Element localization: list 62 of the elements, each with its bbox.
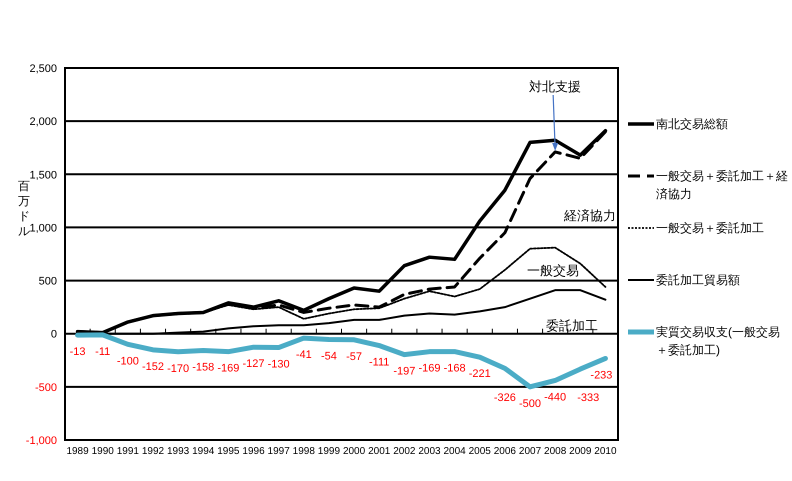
data-label: -233 xyxy=(590,369,612,382)
data-label: -13 xyxy=(70,346,86,358)
data-label: -169 xyxy=(217,362,240,375)
x-tick-label: 1990 xyxy=(92,446,114,457)
legend-label: 実質交易収支(一般交易＋委託加工) xyxy=(656,324,781,359)
x-tick-label: 2008 xyxy=(544,446,567,457)
x-tick-label: 2003 xyxy=(418,446,442,457)
data-label: -111 xyxy=(369,356,390,369)
x-tick-label: 2005 xyxy=(468,446,492,457)
legend-label: 南北交易総額 xyxy=(656,116,729,133)
y-tick-label: 2,000 xyxy=(29,116,57,128)
y-tick-label: -1,000 xyxy=(26,435,57,447)
annotation: 経済協力 xyxy=(563,208,616,223)
x-tick-label: 1995 xyxy=(217,446,240,457)
data-label: -326 xyxy=(494,392,516,404)
x-tick-label: 1992 xyxy=(142,446,165,457)
annotation: 一般交易 xyxy=(527,263,579,278)
x-tick-label: 2002 xyxy=(393,446,416,457)
x-tick-label: 2007 xyxy=(518,446,542,457)
legend-label: 委託加工貿易額 xyxy=(656,272,741,289)
data-label: -130 xyxy=(268,358,290,371)
data-label: -221 xyxy=(468,368,491,380)
x-tick-label: 1994 xyxy=(192,446,215,457)
data-label: -41 xyxy=(296,349,312,362)
data-label: -168 xyxy=(444,362,466,375)
y-tick-label: 1,500 xyxy=(29,169,57,182)
data-label: -152 xyxy=(142,360,164,373)
data-label: -197 xyxy=(393,366,416,378)
y-tick-label: 1,000 xyxy=(29,222,57,234)
data-label: -57 xyxy=(346,350,362,363)
legend-label: 一般交易＋委託加工＋経済協力 xyxy=(656,168,789,203)
data-label: -158 xyxy=(192,362,214,374)
x-tick-label: 2009 xyxy=(569,446,592,457)
x-tick-label: 1991 xyxy=(116,446,140,457)
y-tick-label: -500 xyxy=(34,382,57,394)
x-tick-label: 1996 xyxy=(242,446,266,457)
x-tick-label: 2001 xyxy=(368,446,391,457)
x-tick-label: 1998 xyxy=(292,446,316,457)
data-label: -500 xyxy=(519,398,542,410)
annotation: 対北支援 xyxy=(529,79,582,94)
annotation: 委託加工 xyxy=(546,318,598,333)
x-tick-label: 1993 xyxy=(166,446,190,457)
y-axis-title: 百万ドル xyxy=(18,179,30,238)
x-tick-label: 1997 xyxy=(268,446,290,457)
legend-label: 一般交易＋委託加工 xyxy=(656,220,765,237)
data-label: -170 xyxy=(167,362,190,375)
data-label: -100 xyxy=(116,355,139,368)
x-tick-label: 2004 xyxy=(443,446,466,457)
x-tick-label: 1999 xyxy=(318,446,340,457)
data-label: -127 xyxy=(242,358,265,370)
x-tick-label: 2000 xyxy=(342,446,366,457)
y-tick-label: 0 xyxy=(50,328,57,341)
x-tick-label: 2006 xyxy=(494,446,516,457)
data-label: -440 xyxy=(544,391,566,404)
x-tick-label: 2010 xyxy=(594,446,617,457)
data-label: -169 xyxy=(418,362,440,375)
data-label: -333 xyxy=(577,392,600,404)
data-label: -54 xyxy=(320,350,337,362)
data-label: -11 xyxy=(95,346,110,358)
x-tick-label: 1989 xyxy=(66,446,90,457)
y-tick-label: 2,500 xyxy=(29,63,57,75)
y-tick-label: 500 xyxy=(38,276,57,288)
